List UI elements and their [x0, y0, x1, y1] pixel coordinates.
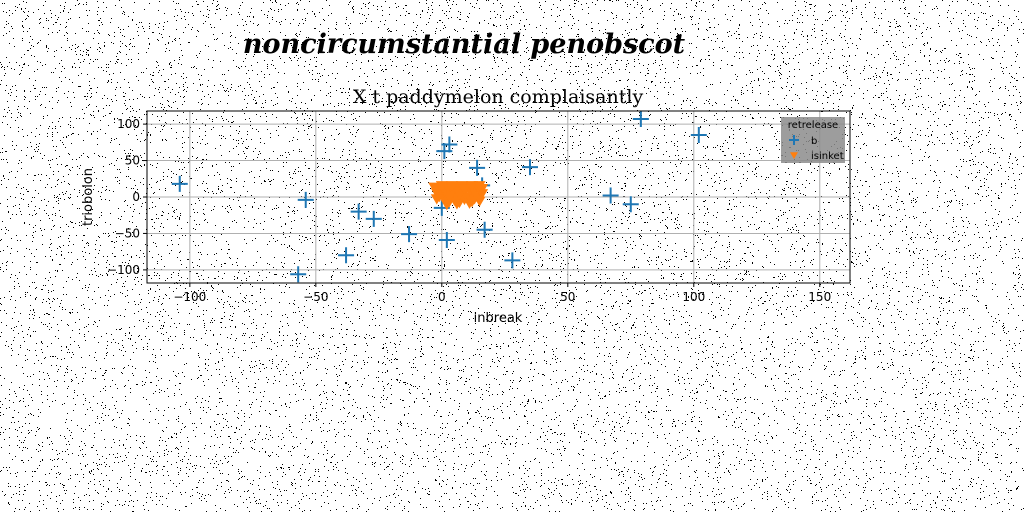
x-tick-label: 150 [808, 290, 831, 304]
legend-entry-b: b [789, 135, 817, 147]
data-point-isinket [445, 181, 458, 192]
figure-suptitle: noncircumstantial penobscot [243, 29, 686, 60]
data-point-isinket [476, 189, 489, 200]
y-tick-label: 0 [132, 190, 140, 204]
x-tick-label: 0 [438, 290, 446, 304]
legend-title: retrelease [788, 120, 838, 131]
grid-lines [147, 111, 850, 283]
data-point-isinket [466, 181, 479, 192]
data-point-b [171, 175, 188, 192]
legend: retrelease b isinket [781, 117, 845, 163]
data-point-b [602, 187, 619, 204]
data-point-b [350, 203, 367, 220]
legend-label: isinket [811, 151, 844, 162]
data-point-b [401, 226, 418, 243]
data-point-isinket [450, 199, 463, 210]
data-point-b [632, 111, 649, 128]
data-point-b [365, 210, 382, 227]
data-point-b [690, 127, 707, 144]
data-point-isinket [790, 152, 798, 159]
x-tick-label: 50 [560, 290, 575, 304]
data-point-isinket [443, 192, 456, 203]
data-point-isinket [458, 184, 471, 195]
y-tick-label: 50 [125, 154, 140, 168]
data-point-b [469, 159, 486, 176]
y-tick-label: 100 [117, 117, 140, 131]
data-point-b [441, 136, 458, 153]
x-axis-label: inbreak [474, 311, 523, 326]
x-tick-label: −100 [173, 290, 206, 304]
data-point-b [290, 266, 307, 283]
y-axis-label: triobolon [81, 168, 96, 226]
legend-label: b [811, 136, 817, 147]
legend-entry-isinket: isinket [790, 151, 844, 162]
data-point-b [438, 232, 455, 248]
data-points [171, 111, 707, 283]
data-point-isinket [453, 189, 466, 201]
y-axis-ticks: −100 −50 0 50 100 [107, 117, 147, 277]
x-tick-label: −50 [303, 290, 328, 304]
data-point-isinket [430, 194, 443, 205]
y-tick-label: −100 [107, 263, 140, 277]
data-point-isinket [466, 197, 479, 208]
data-point-b [338, 247, 355, 264]
chart-title: X t paddymelon complaisantly [353, 86, 644, 108]
x-tick-label: 100 [682, 290, 705, 304]
plot-area-frame [146, 110, 851, 284]
data-point-b [297, 191, 314, 208]
data-point-isinket [473, 181, 486, 192]
data-point-isinket [440, 200, 453, 211]
data-point-b [622, 196, 639, 213]
data-point-isinket [435, 181, 448, 192]
y-tick-label: −50 [115, 226, 140, 240]
data-point-b [504, 252, 521, 269]
x-axis-ticks: −100 −50 0 50 100 150 [173, 283, 831, 304]
data-point-b [789, 135, 799, 145]
data-point-b [476, 221, 493, 238]
data-point-b [521, 159, 538, 176]
